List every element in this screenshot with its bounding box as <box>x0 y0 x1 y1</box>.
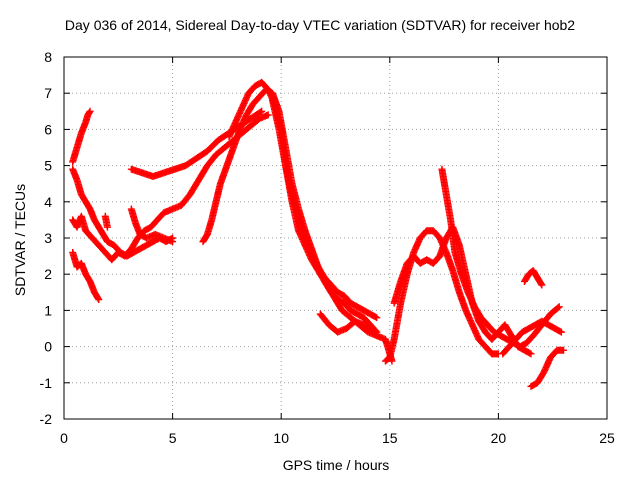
series-track-16 <box>520 267 546 289</box>
x-axis-label: GPS time / hours <box>282 457 390 473</box>
data-point <box>368 328 376 336</box>
y-tick-label: 4 <box>44 194 52 210</box>
x-tick-label: 10 <box>273 430 289 446</box>
y-tick-label: -2 <box>40 411 53 427</box>
series-track-15 <box>499 317 565 358</box>
series-track-7 <box>127 205 177 246</box>
y-tick-label: 1 <box>44 302 52 318</box>
y-axis-label: SDTVAR / TECUs <box>12 183 28 297</box>
data-point <box>537 280 545 288</box>
series-track-1 <box>69 107 94 166</box>
x-tick-label: 25 <box>599 430 615 446</box>
data-point <box>85 109 93 117</box>
data-point <box>527 350 535 358</box>
y-tick-label: 8 <box>44 49 52 65</box>
y-tick-label: 5 <box>44 158 52 174</box>
data-point <box>169 238 177 246</box>
chart-title: Day 036 of 2014, Sidereal Day-to-day VTE… <box>64 17 576 33</box>
series-track-3 <box>69 165 177 260</box>
series-track-4 <box>69 248 103 304</box>
y-tick-label: 3 <box>44 230 52 246</box>
data-point <box>373 314 381 322</box>
y-tick-label: 7 <box>44 85 52 101</box>
data-point <box>538 281 546 289</box>
data-point <box>556 327 564 335</box>
series-track-13 <box>390 223 535 358</box>
data-point <box>526 349 534 357</box>
data-point <box>264 111 272 119</box>
y-tick-label: 0 <box>44 339 52 355</box>
tick-labels: 0 5 10 15 20 25 -2 -1 0 1 2 3 4 5 6 7 8 <box>40 49 615 446</box>
series-track-10 <box>269 96 381 322</box>
data-point <box>371 313 379 321</box>
series-track-17 <box>527 346 568 390</box>
data-point <box>557 328 565 336</box>
data-point <box>258 107 266 115</box>
y-tick-label: 2 <box>44 266 52 282</box>
x-tick-label: 5 <box>169 430 177 446</box>
data-point <box>554 304 562 312</box>
data-point <box>560 346 568 354</box>
x-tick-label: 20 <box>491 430 507 446</box>
data-point <box>555 303 563 311</box>
data-point <box>86 107 94 115</box>
series-track-12 <box>381 227 502 365</box>
x-tick-label: 0 <box>60 430 68 446</box>
series-track-11 <box>316 310 376 336</box>
data-point <box>94 294 102 302</box>
y-tick-label: -1 <box>40 375 53 391</box>
data-point <box>367 327 375 335</box>
series-track-14 <box>438 165 563 351</box>
data-point <box>95 296 103 304</box>
series-track-5 <box>101 212 111 231</box>
series-track-6 <box>127 107 266 180</box>
data-point <box>103 223 111 231</box>
data-point <box>256 108 264 116</box>
x-tick-label: 15 <box>382 430 398 446</box>
data-points <box>69 78 568 390</box>
y-tick-label: 6 <box>44 121 52 137</box>
plot-frame <box>63 56 608 420</box>
